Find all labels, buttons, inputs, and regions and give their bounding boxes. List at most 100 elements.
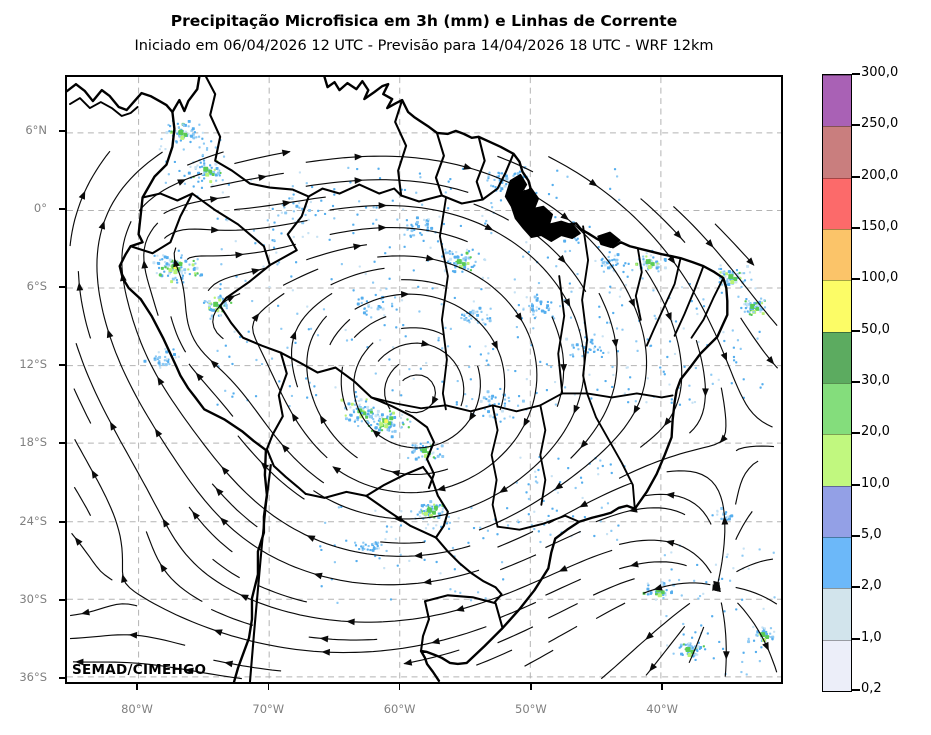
precip-dot xyxy=(773,630,776,633)
y-axis-label: 30°S xyxy=(19,592,47,606)
precip-dot xyxy=(358,265,361,268)
streamline xyxy=(305,179,469,193)
precip-dot xyxy=(438,453,442,456)
streamline xyxy=(77,271,92,339)
precip-dot xyxy=(260,362,264,366)
precip-dot xyxy=(461,262,466,267)
precip-dot xyxy=(163,359,166,362)
precip-dot xyxy=(153,357,156,360)
precip-dot xyxy=(428,442,431,445)
precip-dot xyxy=(177,126,180,129)
precip-dot xyxy=(689,642,692,645)
precip-dot xyxy=(711,615,714,618)
streamline-arrow-icon xyxy=(431,637,441,645)
streamline xyxy=(497,155,534,173)
precip-dot xyxy=(690,644,693,648)
precip-dot xyxy=(645,259,651,265)
precip-dot xyxy=(646,338,649,341)
state-border xyxy=(539,404,547,506)
precip-dot xyxy=(479,353,482,356)
precip-dot xyxy=(547,514,550,518)
precip-dot xyxy=(626,275,629,278)
precip-dot xyxy=(455,403,458,406)
precip-dot xyxy=(195,136,198,139)
y-axis-tick xyxy=(59,286,65,288)
streamline-arrow-icon xyxy=(209,196,219,203)
x-axis-label: 50°W xyxy=(515,702,547,716)
precip-dot xyxy=(626,366,629,369)
streamline-arrow-icon xyxy=(251,268,261,275)
precip-dot xyxy=(254,395,258,398)
streamline xyxy=(96,151,480,586)
precip-dot xyxy=(547,193,551,196)
precip-dot xyxy=(440,512,444,515)
streamline xyxy=(170,316,187,353)
precip-dot xyxy=(589,348,592,351)
streamline xyxy=(213,659,282,672)
precip-dot xyxy=(223,301,227,305)
streamline-arrow-icon xyxy=(401,290,410,298)
precip-dot xyxy=(424,224,427,227)
precip-dot xyxy=(232,392,235,395)
colorbar-tick xyxy=(851,689,860,691)
precip-dot xyxy=(314,214,317,217)
precip-dot xyxy=(734,280,737,284)
precip-dot xyxy=(670,401,673,404)
streamline xyxy=(600,602,691,680)
precip-dot xyxy=(277,304,280,307)
precip-dot xyxy=(291,185,294,188)
precip-dot xyxy=(663,257,667,261)
precip-dot xyxy=(375,547,378,550)
streamline-arrow-icon xyxy=(554,482,564,490)
precip-dot xyxy=(747,567,750,570)
precip-dot xyxy=(453,255,457,259)
precip-dot xyxy=(403,233,406,236)
precip-dot xyxy=(418,172,422,175)
precip-dot xyxy=(696,563,699,567)
precip-dot xyxy=(410,229,414,233)
precip-dot xyxy=(159,145,163,148)
precip-dot xyxy=(772,551,775,554)
precip-dot xyxy=(507,368,510,372)
precip-dot xyxy=(459,591,462,594)
precip-dot xyxy=(484,258,487,262)
precip-dot xyxy=(645,255,648,258)
streamline xyxy=(251,292,328,459)
streamline-arrow-icon xyxy=(154,428,163,438)
precip-dot xyxy=(718,640,721,644)
colorbar-tick xyxy=(851,124,860,127)
precip-dot xyxy=(280,211,283,214)
precip-dot xyxy=(514,172,517,175)
precip-dot xyxy=(668,579,671,582)
precip-dot xyxy=(465,405,468,408)
precip-dot xyxy=(175,140,178,143)
precip-dot xyxy=(184,259,188,263)
precip-dot xyxy=(200,165,204,168)
precip-dot xyxy=(513,291,516,294)
precip-dot xyxy=(635,340,638,343)
precip-dot xyxy=(164,147,167,151)
streamline-arrow-icon xyxy=(306,535,316,542)
precip-dot xyxy=(386,428,390,432)
borders-layer xyxy=(67,77,729,682)
streamline-arrow-icon xyxy=(162,518,170,528)
precip-dot xyxy=(532,313,535,316)
precip-dot xyxy=(357,298,360,301)
precip-dot xyxy=(738,271,741,275)
precip-dot xyxy=(422,239,425,242)
precip-dot xyxy=(613,254,617,257)
precip-dot xyxy=(161,362,165,366)
precip-dot xyxy=(390,302,394,305)
streamline xyxy=(69,150,111,247)
precip-dot xyxy=(609,463,612,466)
streamline xyxy=(186,243,296,260)
precip-dot xyxy=(292,202,295,205)
precip-dot xyxy=(487,352,490,355)
precip-dot xyxy=(244,279,247,282)
precip-dot xyxy=(554,403,557,406)
precip-dot xyxy=(354,391,357,394)
precip-dot xyxy=(313,385,316,388)
precip-dot xyxy=(600,264,603,267)
precip-dot xyxy=(153,254,156,257)
precip-dot xyxy=(586,351,589,354)
